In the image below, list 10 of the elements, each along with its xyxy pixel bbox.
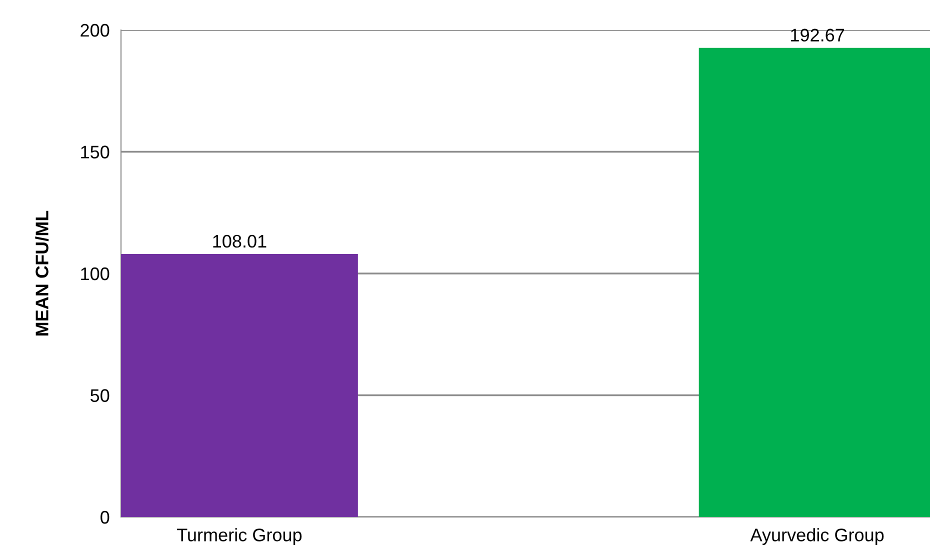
y-tick-label: 150 bbox=[81, 146, 110, 158]
x-tick-label: Turmeric Group bbox=[177, 528, 302, 545]
x-tick-label: Ayurvedic Group bbox=[750, 528, 884, 545]
y-tick-label: 50 bbox=[90, 389, 110, 402]
y-tick-label: 100 bbox=[81, 267, 110, 280]
y-tick-label: 200 bbox=[80, 24, 110, 37]
data-label: 192.67 bbox=[791, 28, 844, 42]
data-label: 108.01 bbox=[213, 234, 266, 248]
y-tick-label: 0 bbox=[100, 510, 110, 524]
y-axis-title: MEAN CFU/ML bbox=[35, 210, 49, 336]
